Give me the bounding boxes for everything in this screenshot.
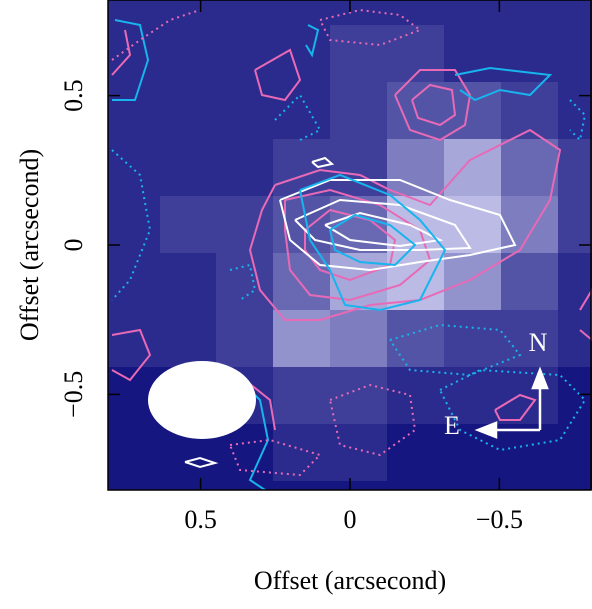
pixel [108,253,160,310]
pixel [558,139,592,196]
pixel [558,367,592,424]
pixel [387,481,444,490]
y-tick-label: 0.5 [59,79,88,112]
x-tick-label: −0.5 [476,505,523,534]
pixel [501,196,558,253]
pixel [216,82,273,139]
pixel [160,196,216,253]
pixel [444,0,501,25]
pixel [330,0,387,25]
pixel [160,481,216,490]
pixel [387,0,444,25]
y-tick-label: −0.5 [59,371,88,418]
pixel [273,367,330,424]
pixel [273,481,330,490]
pixel [216,0,273,25]
pixel [501,253,558,310]
pixel [387,310,444,367]
east-label: E [444,411,460,440]
pixel [108,139,160,196]
x-tick-label: 0.5 [184,505,217,534]
pixel [330,310,387,367]
pixel [501,367,558,424]
pixel [387,424,444,481]
pixel [160,82,216,139]
north-label: N [529,328,548,357]
pixel [273,25,330,82]
pixel [108,424,160,481]
pixel [444,310,501,367]
x-tick-label: 0 [344,505,357,534]
figure: N E Offset (arcsecond) Offset (arcsecond… [0,0,592,609]
pixel [330,82,387,139]
x-axis-label: Offset (arcsecond) [254,566,446,595]
pixel [558,253,592,310]
pixel [108,310,160,367]
pixel [273,82,330,139]
pixel [444,25,501,82]
pixel [330,424,387,481]
pixel [160,25,216,82]
pixel [558,0,592,25]
pixel [558,424,592,481]
pixel [273,253,330,310]
pixel [330,367,387,424]
pixel [273,139,330,196]
pixel [108,481,160,490]
pixel [108,25,160,82]
pixel [444,253,501,310]
pixel [216,139,273,196]
pixel [330,139,387,196]
pixel [273,424,330,481]
y-axis-label: Offset (arcsecond) [15,149,44,341]
pixel [501,424,558,481]
pixel [558,82,592,139]
pixel [330,481,387,490]
pixel [108,0,160,25]
pixel [501,0,558,25]
pixel [216,310,273,367]
pixel [160,253,216,310]
pixel [160,310,216,367]
beam [148,361,256,439]
y-tick-label: 0 [59,239,88,252]
pixel [330,25,387,82]
pixel [444,139,501,196]
pixel [387,367,444,424]
pixel [558,481,592,490]
pixel [387,139,444,196]
pixel [160,0,216,25]
pixel [558,310,592,367]
pixel [558,25,592,82]
pixel [444,481,501,490]
pixel [216,25,273,82]
pixel [216,253,273,310]
pixel [273,0,330,25]
pixel [160,139,216,196]
pixel [501,481,558,490]
pixel [501,139,558,196]
pixel [108,82,160,139]
